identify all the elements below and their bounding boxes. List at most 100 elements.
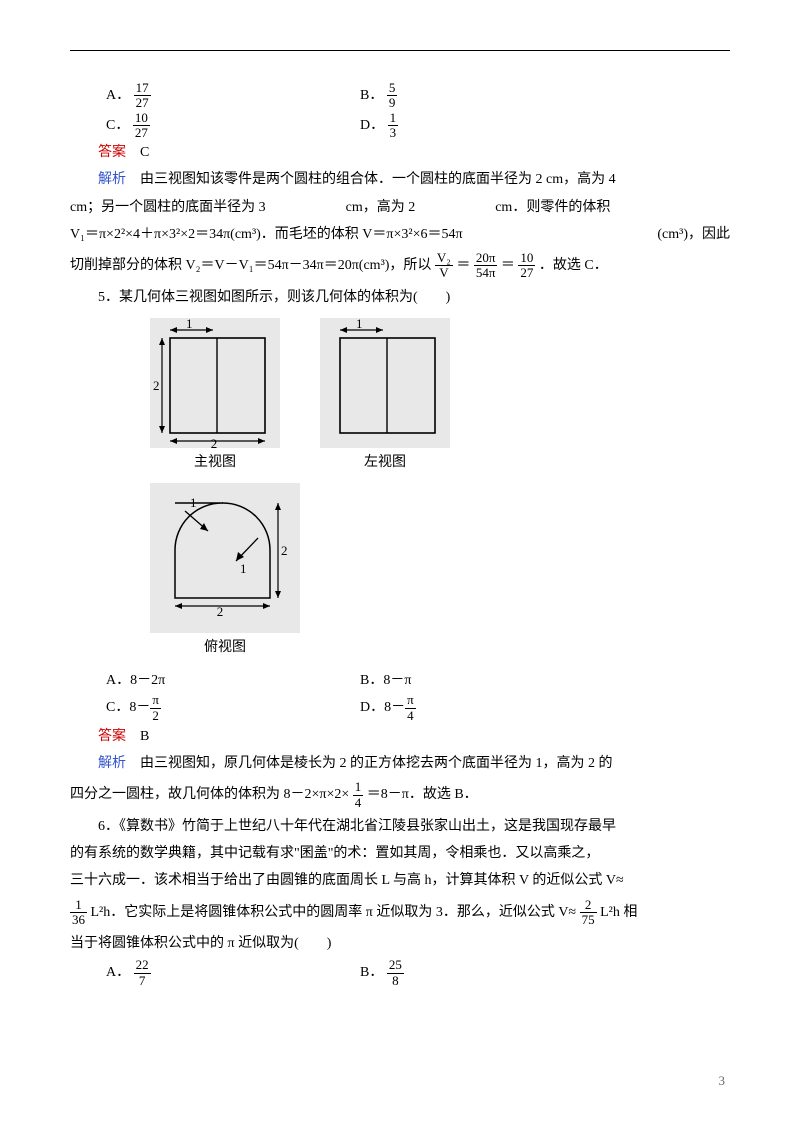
q5-analysis-label: 解析 — [98, 756, 126, 771]
q5-optB-label: B． — [360, 673, 383, 688]
q6-stem4a: L²h．它实际上是将圆锥体积公式中的圆周率 π 近似取为 3．那么，近似公式 V… — [91, 905, 577, 920]
top-view-block: 1 1 2 2 俯视图 — [150, 483, 730, 660]
q4-optD-label: D． — [360, 118, 384, 133]
q6-stem5: 当于将圆锥体积公式中的 π 近似取为( ) — [70, 931, 730, 956]
q5-optA-text: 8－2π — [130, 673, 165, 688]
q4-optC-label: C． — [106, 118, 129, 133]
q4-f2n: 20π — [474, 251, 498, 266]
side-view-svg: 1 — [320, 318, 450, 448]
q4-ana4c: ＝ — [501, 258, 515, 273]
q6-stem1: 6．《算数书》竹简于上世纪八十年代在湖北省江陵县张家山出土，这是我国现存最早 — [70, 814, 730, 839]
front-view-block: 1 2 2 主视图 — [150, 318, 280, 475]
q5-stem: 5．某几何体三视图如图所示，则该几何体的体积为( ) — [70, 285, 730, 310]
q5-optC-label: C． — [106, 700, 129, 715]
q6-f2n: 2 — [580, 898, 597, 913]
q6-f1n: 1 — [70, 898, 87, 913]
q5-fq-n: 1 — [353, 780, 364, 795]
q4-f2d: 54π — [474, 266, 498, 280]
dim-2-front-h: 2 — [211, 436, 218, 448]
q6-optA-den: 7 — [134, 974, 151, 988]
q5-optD-num: π — [405, 693, 416, 708]
q5-optD-den: 4 — [405, 709, 416, 723]
q5-answer: B — [140, 729, 149, 744]
q4-ana4d: ．故选 C． — [539, 258, 608, 273]
top-view-svg: 1 1 2 2 — [150, 483, 300, 633]
q4-ana2c: cm．则零件的体积 — [495, 195, 610, 220]
q4-analysis-line1: 解析 由三视图知该零件是两个圆柱的组合体．一个圆柱的底面半径为 2 cm，高为 … — [70, 167, 730, 192]
q6-optA-num: 22 — [134, 958, 151, 973]
q4-ana4a: 切削掉部分的体积 V₂＝V－V₁＝54π－34π＝20π(cm³)，所以 — [70, 258, 431, 273]
q4-options-row1: A． 1727 B． 59 — [70, 81, 730, 111]
front-view-label: 主视图 — [150, 450, 280, 475]
side-view-label: 左视图 — [320, 450, 450, 475]
q4-optA-label: A． — [106, 88, 130, 103]
q4-answer-line: 答案 C — [70, 140, 730, 165]
q4-optC-num: 10 — [133, 111, 150, 126]
q5-options-row1: A．8－2π B．8－π — [70, 668, 730, 693]
q5-optC-num: π — [150, 693, 161, 708]
q4-optB-num: 5 — [387, 81, 398, 96]
q6-f1d: 36 — [70, 913, 87, 927]
q5-analysis-line2: 四分之一圆柱，故几何体的体积为 8－2×π×2× 14 ＝8－π．故选 B． — [70, 778, 730, 812]
q5-ana2a: 四分之一圆柱，故几何体的体积为 8－2×π×2× — [70, 787, 349, 802]
dim-1-side: 1 — [356, 318, 363, 331]
q4-ana3b: (cm³)，因此 — [657, 222, 730, 247]
q6-optA-label: A． — [106, 965, 130, 980]
dim-2-front-v: 2 — [153, 378, 160, 393]
q5-ana1: 由三视图知，原几何体是棱长为 2 的正方体挖去两个底面半径为 1，高为 2 的 — [140, 756, 613, 771]
dim-1-front: 1 — [186, 318, 193, 331]
top-view-label: 俯视图 — [150, 635, 300, 660]
q5-ana2b: ＝8－π．故选 B． — [367, 787, 478, 802]
q4-ana2a: cm；另一个圆柱的底面半径为 3 — [70, 195, 266, 220]
top-rule — [70, 50, 730, 51]
q5-optA-label: A． — [106, 673, 130, 688]
q6-stem3: 三十六成一．该术相当于给出了由圆锥的底面周长 L 与高 h，计算其体积 V 的近… — [70, 868, 730, 893]
q4-analysis-label: 解析 — [98, 172, 126, 187]
q4-optD-num: 1 — [388, 111, 399, 126]
q6-optB-num: 25 — [387, 958, 404, 973]
q4-optB-den: 9 — [387, 96, 398, 110]
q6-stem4: 136 L²h．它实际上是将圆锥体积公式中的圆周率 π 近似取为 3．那么，近似… — [70, 896, 730, 930]
q4-answer: C — [140, 145, 149, 160]
q4-ana1: 由三视图知该零件是两个圆柱的组合体．一个圆柱的底面半径为 2 cm，高为 4 — [140, 172, 616, 187]
q5-analysis-line1: 解析 由三视图知，原几何体是棱长为 2 的正方体挖去两个底面半径为 1，高为 2… — [70, 751, 730, 776]
q4-f1d: V — [435, 266, 453, 280]
dim-1-top-b: 1 — [240, 561, 247, 576]
q4-ana4b: ＝ — [456, 258, 470, 273]
q4-f3n: 10 — [518, 251, 535, 266]
q4-optD-den: 3 — [388, 126, 399, 140]
q4-ana3a: V₁＝π×2²×4＋π×3²×2＝34π(cm³)．而毛坯的体积 V＝π×3²×… — [70, 222, 463, 247]
q5-optC-den: 2 — [150, 709, 161, 723]
page-number: 3 — [719, 1069, 726, 1092]
q4-ana2b: cm，高为 2 — [346, 195, 416, 220]
q4-optA-den: 27 — [134, 96, 151, 110]
q6-options-row1: A． 227 B． 258 — [70, 958, 730, 989]
q4-analysis-line3: V₁＝π×2²×4＋π×3²×2＝34π(cm³)．而毛坯的体积 V＝π×3²×… — [70, 222, 730, 247]
q5-options-row2: C．8－π2 D．8－π4 — [70, 693, 730, 724]
front-view-svg: 1 2 2 — [150, 318, 280, 448]
q5-optB-text: 8－π — [383, 673, 411, 688]
q6-stem2: 的有系统的数学典籍，其中记载有求"囷盖"的术：置如其周，令相乘也．又以高乘之， — [70, 841, 730, 866]
q5-figures: 1 2 2 主视图 1 — [150, 318, 730, 660]
q4-f3d: 27 — [518, 266, 535, 280]
side-view-block: 1 左视图 — [320, 318, 450, 475]
q4-options-row2: C． 1027 D． 13 — [70, 111, 730, 141]
dim-1-top-a: 1 — [190, 495, 197, 510]
q4-analysis-line4: 切削掉部分的体积 V₂＝V－V₁＝54π－34π＝20π(cm³)，所以 V₂V… — [70, 249, 730, 283]
q4-answer-label: 答案 — [98, 145, 126, 160]
q6-optB-den: 8 — [387, 974, 404, 988]
dim-2-top-h: 2 — [217, 604, 224, 619]
q6-stem3a: 三十六成一．该术相当于给出了由圆锥的底面周长 L 与高 h，计算其体积 V 的近… — [70, 873, 624, 888]
q4-optC-den: 27 — [133, 126, 150, 140]
q4-analysis-line2: cm；另一个圆柱的底面半径为 3 cm，高为 2 cm．则零件的体积 — [70, 195, 730, 220]
q6-optB-label: B． — [360, 965, 383, 980]
q6-stem4b: L²h 相 — [600, 905, 637, 920]
q4-optA-num: 17 — [134, 81, 151, 96]
q6-f2d: 75 — [580, 913, 597, 927]
q5-optC-prefix: 8－ — [129, 700, 150, 715]
q5-answer-label: 答案 — [98, 729, 126, 744]
q4-f1n: V₂ — [435, 251, 453, 266]
q5-optD-prefix: 8－ — [384, 700, 405, 715]
q5-answer-line: 答案 B — [70, 724, 730, 749]
dim-2-top-v: 2 — [281, 543, 288, 558]
